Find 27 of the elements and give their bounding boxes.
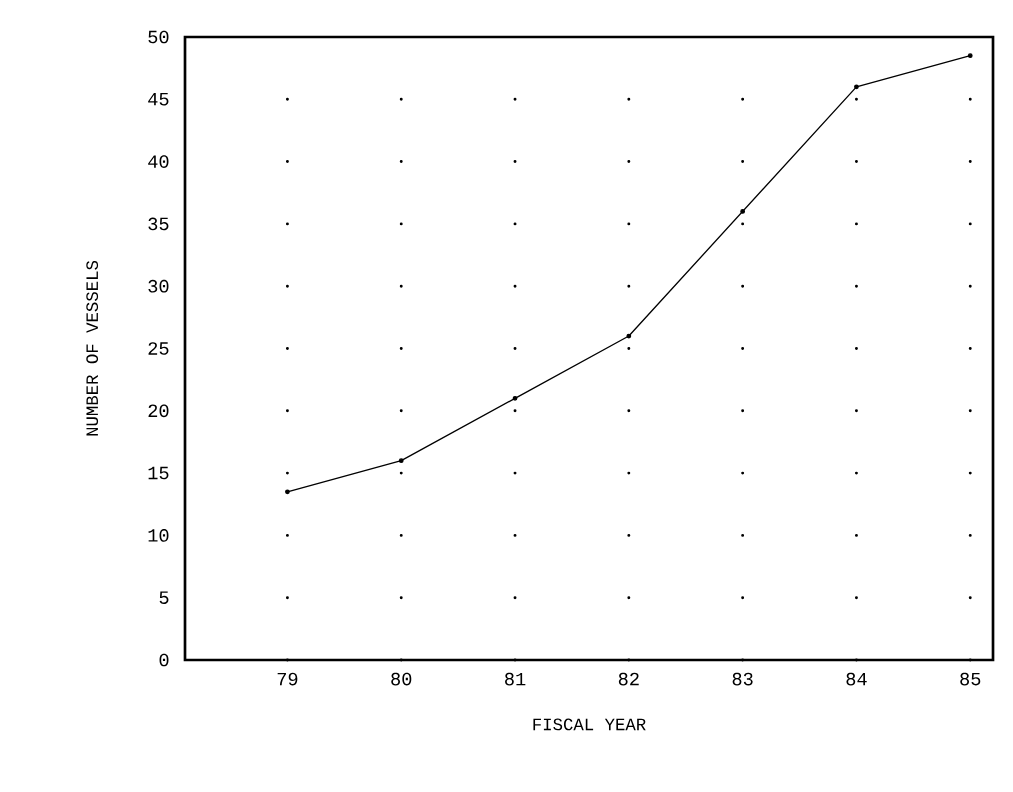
point — [285, 489, 290, 495]
point — [398, 458, 404, 464]
point — [740, 209, 746, 214]
point — [967, 53, 973, 59]
x-tick-label: 81 — [505, 672, 526, 686]
y-tick-label: 5 — [159, 591, 169, 604]
point — [626, 333, 632, 339]
x-tick-label: 82 — [618, 672, 639, 686]
point — [512, 395, 518, 401]
y-tick-label: 40 — [148, 155, 169, 168]
y-tick-label: 15 — [148, 466, 169, 480]
y-tick-label: 30 — [148, 279, 169, 293]
y-tick-label: 50 — [148, 30, 169, 44]
y-tick-label: 35 — [148, 217, 169, 231]
y-tick-label: 0 — [159, 653, 169, 667]
x-tick-label: 83 — [732, 672, 753, 686]
y-tick-label: 45 — [148, 93, 169, 106]
y-tick-label: 20 — [148, 404, 169, 418]
x-tick-label: 79 — [277, 672, 298, 686]
x-tick-label: 80 — [391, 672, 412, 686]
x-tick-label: 85 — [960, 672, 981, 686]
y-tick-label: 10 — [148, 529, 169, 542]
y-tick-label: 25 — [148, 342, 169, 355]
x-tick-label: 84 — [846, 672, 867, 686]
y-axis-title: NUMBER OF VESSELS — [86, 260, 99, 436]
point — [854, 84, 859, 90]
x-axis-title: FISCAL YEAR — [533, 718, 646, 731]
